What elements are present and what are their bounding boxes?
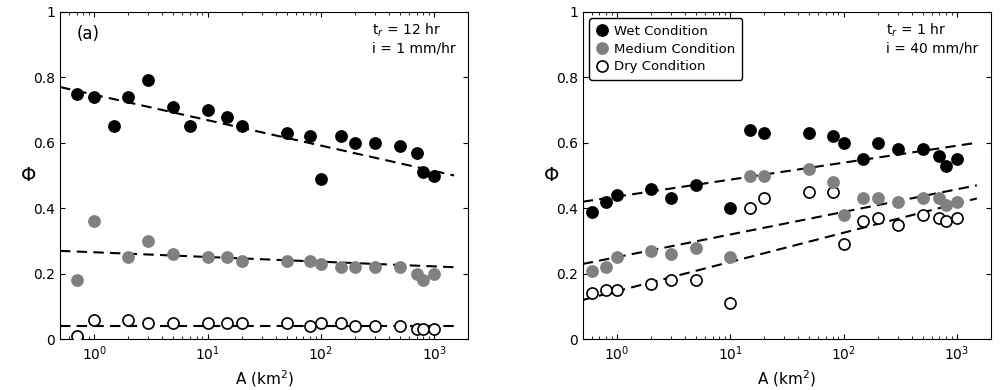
Text: (b): (b)	[599, 25, 623, 43]
Y-axis label: Φ: Φ	[544, 166, 560, 185]
Y-axis label: Φ: Φ	[21, 166, 37, 185]
X-axis label: A (km$^2$): A (km$^2$)	[758, 368, 816, 389]
Text: (a): (a)	[76, 25, 99, 43]
Text: t$_r$ = 1 hr
i = 40 mm/hr: t$_r$ = 1 hr i = 40 mm/hr	[887, 21, 979, 55]
Legend: Wet Condition, Medium Condition, Dry Condition: Wet Condition, Medium Condition, Dry Con…	[590, 18, 742, 80]
X-axis label: A (km$^2$): A (km$^2$)	[235, 368, 293, 389]
Text: t$_r$ = 12 hr
i = 1 mm/hr: t$_r$ = 12 hr i = 1 mm/hr	[372, 21, 456, 55]
